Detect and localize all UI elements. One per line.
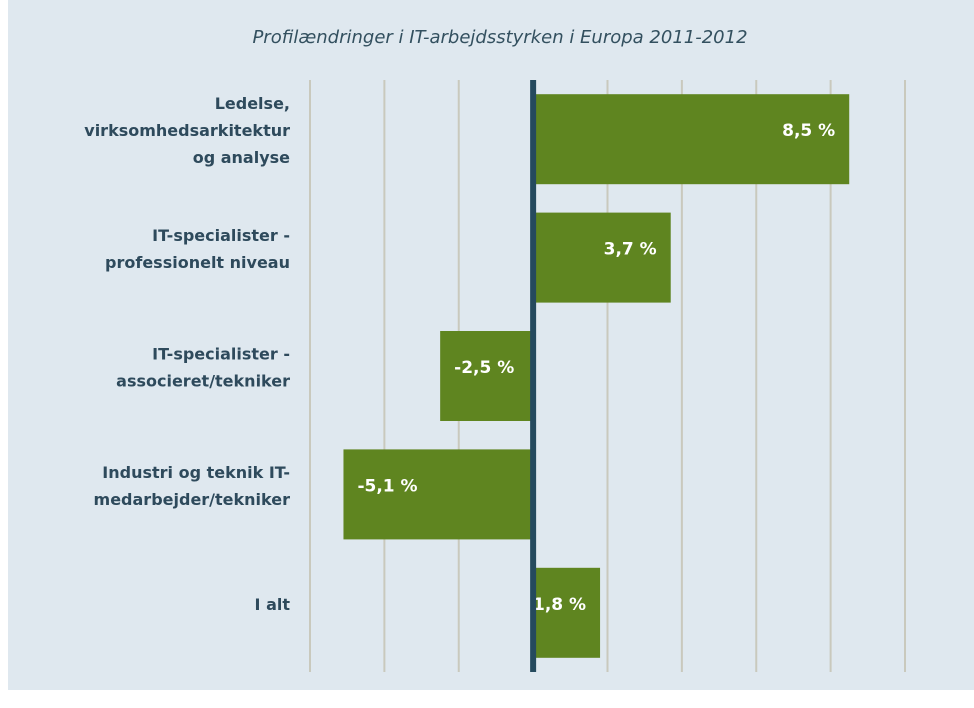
category-label: Ledelse, virksomhedsarkitektur og analyse: [84, 94, 290, 167]
category-label: I alt: [255, 594, 291, 613]
category-label: Industri og teknik IT-medarbejder/teknik…: [94, 462, 291, 508]
category-label: IT-specialister -professionelt niveau: [105, 226, 290, 272]
category-label: IT-specialister -associeret/tekniker: [116, 344, 290, 390]
bar: [533, 94, 850, 185]
chart-title: Profilændringer i IT-arbejdsstyrken i Eu…: [252, 27, 747, 48]
value-label: -5,1 %: [357, 476, 417, 496]
bar: [440, 331, 534, 421]
value-label: 8,5 %: [782, 121, 835, 141]
value-label: 1,8 %: [533, 595, 586, 615]
bar: [533, 212, 671, 303]
value-label: -2,5 %: [454, 358, 514, 378]
value-label: 3,7 %: [604, 240, 657, 260]
bar: [343, 449, 534, 540]
bar: [533, 567, 601, 658]
